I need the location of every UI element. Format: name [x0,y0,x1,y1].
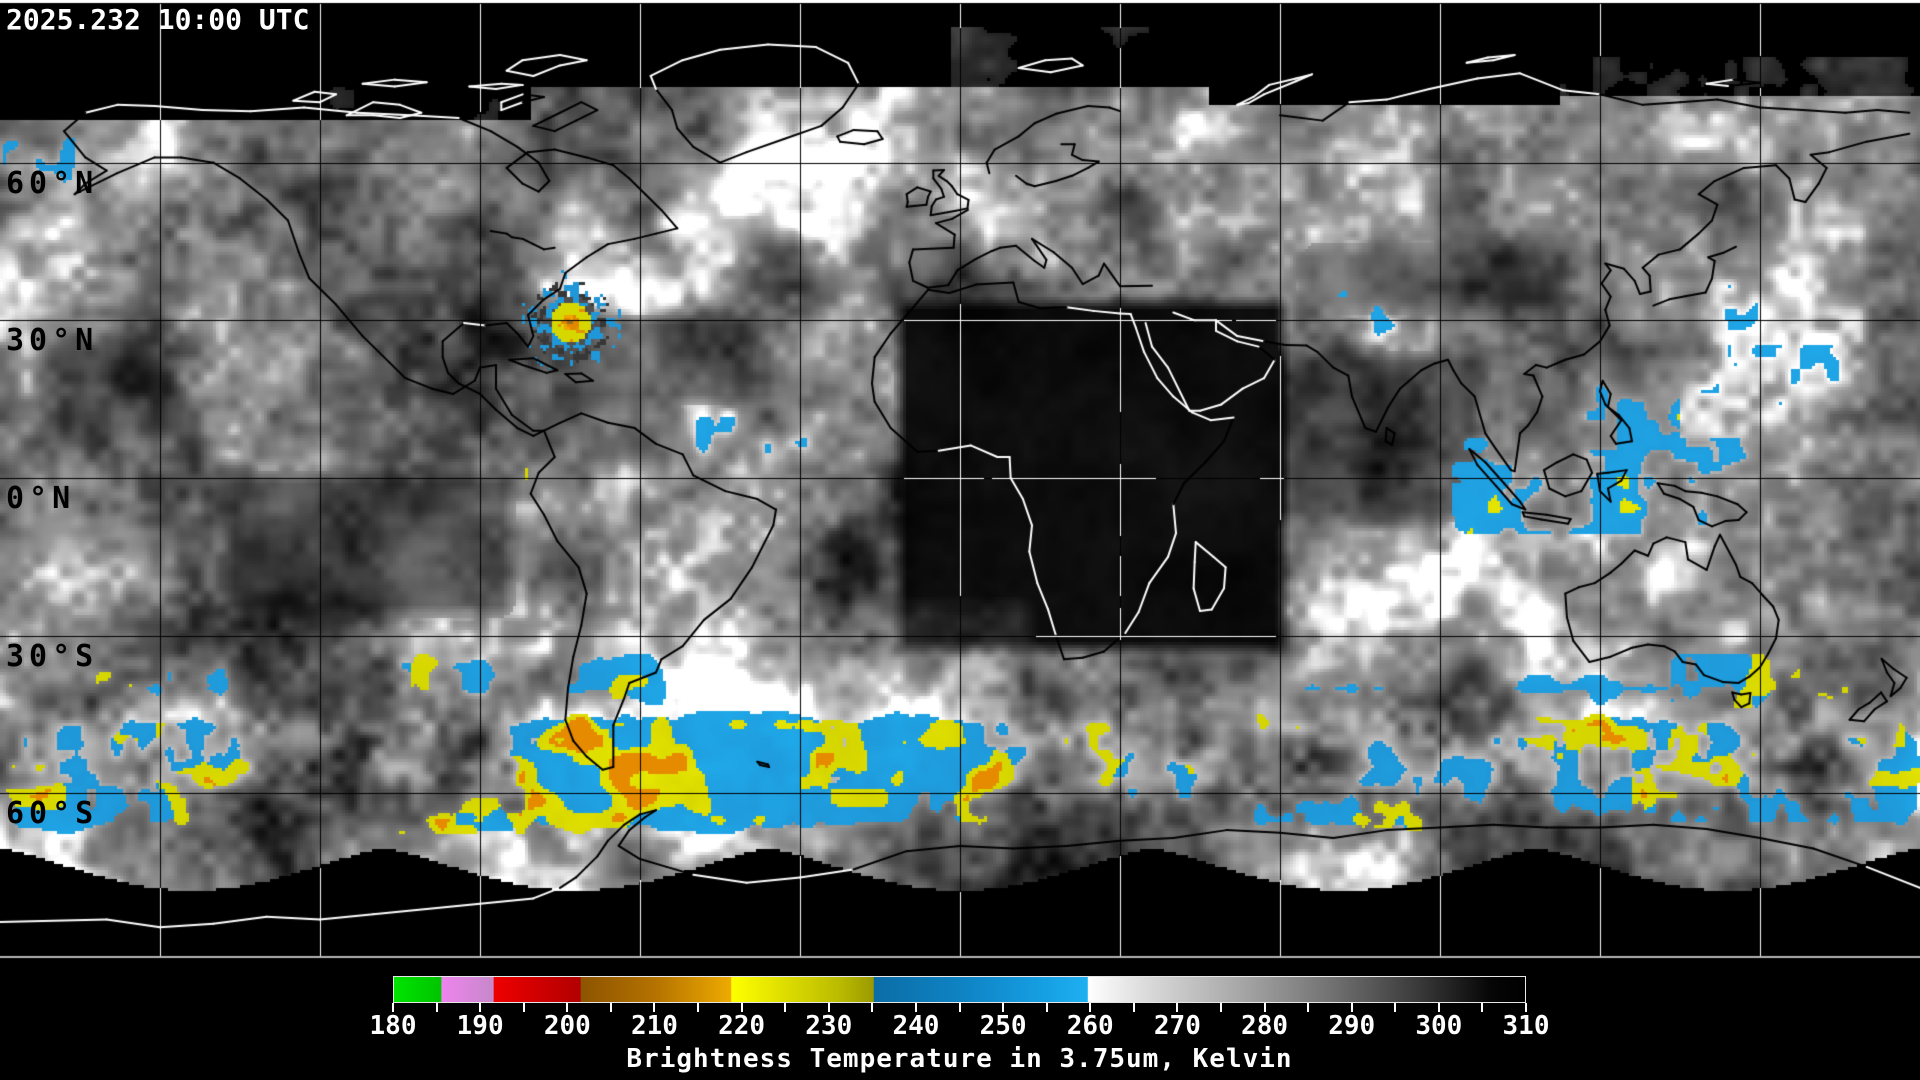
colorbar-tick-label: 230 [805,1011,853,1041]
colorbar-tick [392,1003,394,1012]
colorbar-tick [566,1003,569,1012]
colorbar-tick [435,1003,438,1012]
lat-label-30s: 30°S [6,638,99,674]
colorbar-tick [914,1003,917,1012]
colorbar-tick [1307,1003,1310,1012]
colorbar-tick [1350,1003,1353,1012]
colorbar-tick [522,1003,525,1012]
colorbar-tick-label: 240 [892,1011,940,1041]
colorbar-tick-label: 280 [1241,1011,1289,1041]
colorbar-tick [784,1003,787,1012]
colorbar-tick [827,1003,830,1012]
colorbar-tick [1525,1003,1527,1012]
colorbar-tick-label: 210 [630,1011,678,1041]
colorbar-tick-label: 270 [1153,1011,1201,1041]
colorbar-tick [697,1003,700,1012]
colorbar-tick [1219,1003,1222,1012]
colorbar-tick [958,1003,961,1012]
colorbar-gradient [393,976,1526,1003]
colorbar-tick-label: 310 [1502,1011,1550,1041]
colorbar-tick [871,1003,874,1012]
colorbar-tick [1263,1003,1266,1012]
colorbar-caption: Brightness Temperature in 3.75um, Kelvin [626,1044,1293,1074]
timestamp: 2025.232 10:00 UTC [6,3,310,36]
lat-label-30n: 30°N [6,323,99,359]
colorbar-tick [1481,1003,1484,1012]
lat-label-0n: 0°N [6,481,76,516]
colorbar-tick-label: 260 [1066,1011,1114,1041]
colorbar-tick-label: 300 [1415,1011,1463,1041]
colorbar-tick-label: 290 [1328,1011,1376,1041]
colorbar-tick-label: 220 [718,1011,766,1041]
colorbar-tick-label: 250 [979,1011,1027,1041]
colorbar-tick [740,1003,743,1012]
colorbar-tick [1437,1003,1440,1012]
colorbar-tick-label: 190 [456,1011,504,1041]
colorbar-tick [609,1003,612,1012]
colorbar-tick-label: 180 [369,1011,417,1041]
colorbar-tick [1176,1003,1179,1012]
colorbar-tick [1394,1003,1397,1012]
colorbar-tick [1132,1003,1135,1012]
colorbar-tick [1045,1003,1048,1012]
lat-label-60s: 60°S [6,796,99,832]
colorbar-tick [479,1003,482,1012]
colorbar-tick-label: 200 [543,1011,591,1041]
colorbar-tick [1089,1003,1092,1012]
lat-label-60n: 60°N [6,165,99,201]
colorbar-tick [1002,1003,1005,1012]
colorbar-tick [653,1003,656,1012]
